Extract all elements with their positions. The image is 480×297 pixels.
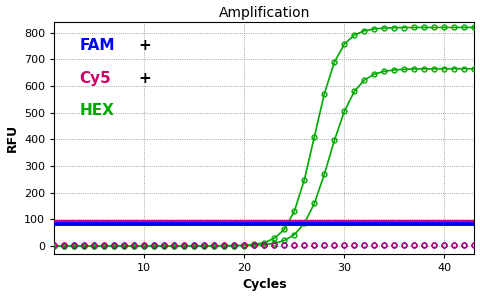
Text: FAM: FAM: [80, 38, 115, 53]
X-axis label: Cycles: Cycles: [242, 279, 287, 291]
Text: +: +: [138, 38, 151, 53]
Title: Amplification: Amplification: [219, 6, 310, 20]
Text: +: +: [138, 71, 151, 86]
Y-axis label: RFU: RFU: [6, 124, 19, 152]
Text: Cy5: Cy5: [80, 71, 111, 86]
Text: HEX: HEX: [80, 103, 114, 118]
